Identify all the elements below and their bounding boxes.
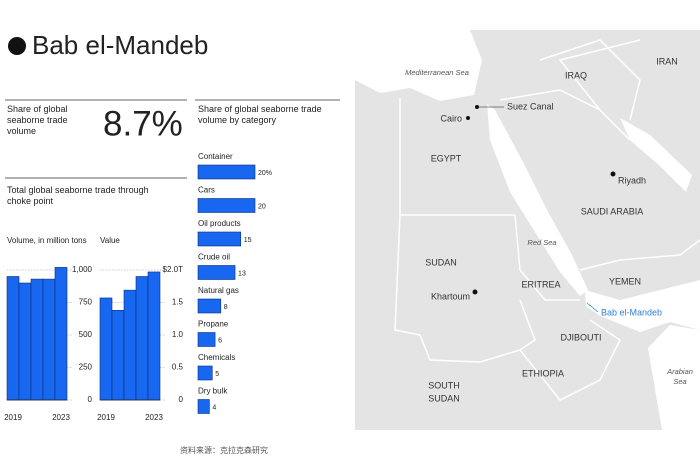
map-label: SAUDI ARABIA bbox=[581, 206, 644, 216]
category-label: Chemicals bbox=[198, 353, 235, 362]
y-tick-label: 1,000 bbox=[72, 265, 93, 274]
bar bbox=[197, 298, 222, 314]
map-label: SUDAN bbox=[425, 257, 457, 267]
bar bbox=[147, 271, 161, 401]
bar bbox=[111, 309, 125, 401]
map-label: ERITREA bbox=[521, 279, 560, 289]
bar bbox=[197, 399, 210, 414]
sea bbox=[585, 280, 700, 332]
city-dot bbox=[475, 105, 479, 109]
sea bbox=[355, 30, 482, 101]
map-label: Mediterranean Sea bbox=[405, 68, 469, 77]
sea bbox=[487, 104, 588, 296]
border bbox=[499, 89, 631, 141]
border bbox=[558, 39, 641, 111]
bar bbox=[123, 289, 137, 401]
callout bbox=[586, 302, 599, 313]
borders bbox=[394, 39, 700, 401]
sea bbox=[620, 118, 692, 192]
stat-label: Share of global seaborne trade volume bbox=[7, 104, 68, 136]
y-tick-label: 0 bbox=[179, 395, 184, 404]
bar bbox=[197, 332, 216, 347]
border bbox=[514, 214, 580, 301]
map-label: SOUTH bbox=[428, 380, 460, 390]
bar bbox=[42, 278, 56, 401]
sea bbox=[648, 325, 700, 430]
category-label: Natural gas bbox=[198, 286, 239, 295]
border bbox=[579, 239, 700, 271]
category-label: Oil products bbox=[198, 219, 241, 228]
map-label: Khartoum bbox=[431, 291, 470, 301]
category-label: Dry bulk bbox=[198, 387, 228, 396]
value-label: 4 bbox=[212, 404, 216, 411]
bar bbox=[54, 267, 68, 401]
value-label: 13 bbox=[238, 270, 246, 277]
map: Mediterranean Sea IRAQ IRAN Suez Canal C… bbox=[355, 30, 700, 430]
value-label: 20 bbox=[258, 203, 266, 210]
map-label: EGYPT bbox=[431, 153, 462, 163]
title: Bab el-Mandeb bbox=[32, 30, 208, 60]
x-tick-label: 2023 bbox=[52, 413, 70, 422]
y-tick-label: 500 bbox=[79, 330, 93, 339]
bar bbox=[197, 198, 256, 213]
bar bbox=[99, 297, 113, 401]
bar bbox=[30, 278, 44, 401]
y-tick-label: 1.0 bbox=[172, 330, 184, 339]
x-tick-label: 2019 bbox=[97, 413, 115, 422]
land bbox=[355, 30, 700, 430]
value-label: 20% bbox=[258, 170, 272, 177]
stat-value: 8.7% bbox=[103, 104, 183, 143]
chart-title: Share of global seaborne trade volume by… bbox=[198, 104, 322, 125]
y-tick-label: 0.5 bbox=[172, 363, 184, 372]
value-label: 15 bbox=[244, 237, 252, 244]
city-dot bbox=[472, 289, 478, 295]
city-dot bbox=[466, 116, 470, 120]
bar bbox=[6, 276, 20, 401]
map-label: SUDAN bbox=[428, 393, 460, 403]
border bbox=[539, 39, 641, 121]
map-label: YEMEN bbox=[609, 276, 641, 286]
map-label: Bab el-Mandeb bbox=[601, 307, 662, 317]
section-title: Total global seaborne trade through chok… bbox=[7, 185, 149, 206]
city-dot bbox=[610, 171, 616, 177]
map-label: Sea bbox=[673, 377, 686, 386]
map-label: DJIBOUTI bbox=[560, 332, 601, 342]
y-tick-label: 750 bbox=[79, 298, 93, 307]
category-label: Crude oil bbox=[198, 253, 230, 262]
x-tick-label: 2019 bbox=[4, 413, 22, 422]
category-label: Container bbox=[198, 152, 233, 161]
category-label: Cars bbox=[198, 186, 215, 195]
source: 资料来源：克拉克森研究 bbox=[180, 445, 268, 455]
map-label: Riyadh bbox=[618, 175, 646, 185]
map-label: IRAN bbox=[656, 56, 678, 66]
bar bbox=[18, 282, 32, 401]
bar bbox=[197, 365, 213, 381]
map-label: ETHIOPIA bbox=[522, 368, 564, 378]
chart-title: Value bbox=[100, 236, 120, 245]
category-label: Propane bbox=[198, 320, 229, 329]
title-dot bbox=[8, 37, 26, 55]
y-tick-label: 1.5 bbox=[172, 298, 184, 307]
y-tick-label: $2.0T bbox=[163, 265, 184, 274]
bar bbox=[197, 164, 256, 180]
map-label: Cairo bbox=[440, 113, 462, 123]
bar bbox=[197, 265, 236, 280]
map-label: Red Sea bbox=[527, 238, 556, 247]
map-label: Suez Canal bbox=[507, 101, 554, 111]
value-label: 5 bbox=[215, 371, 219, 378]
value-label: 6 bbox=[218, 337, 222, 344]
bar bbox=[135, 276, 149, 401]
bar bbox=[197, 231, 242, 247]
border bbox=[394, 214, 521, 363]
y-tick-label: 0 bbox=[88, 395, 93, 404]
x-tick-label: 2023 bbox=[145, 413, 163, 422]
map-label: IRAQ bbox=[565, 70, 587, 80]
border bbox=[518, 299, 621, 401]
chart-title: Volume, in million tons bbox=[7, 236, 87, 245]
value-label: 8 bbox=[224, 304, 228, 311]
map-label: Arabian bbox=[666, 367, 693, 376]
y-tick-label: 250 bbox=[79, 363, 93, 372]
